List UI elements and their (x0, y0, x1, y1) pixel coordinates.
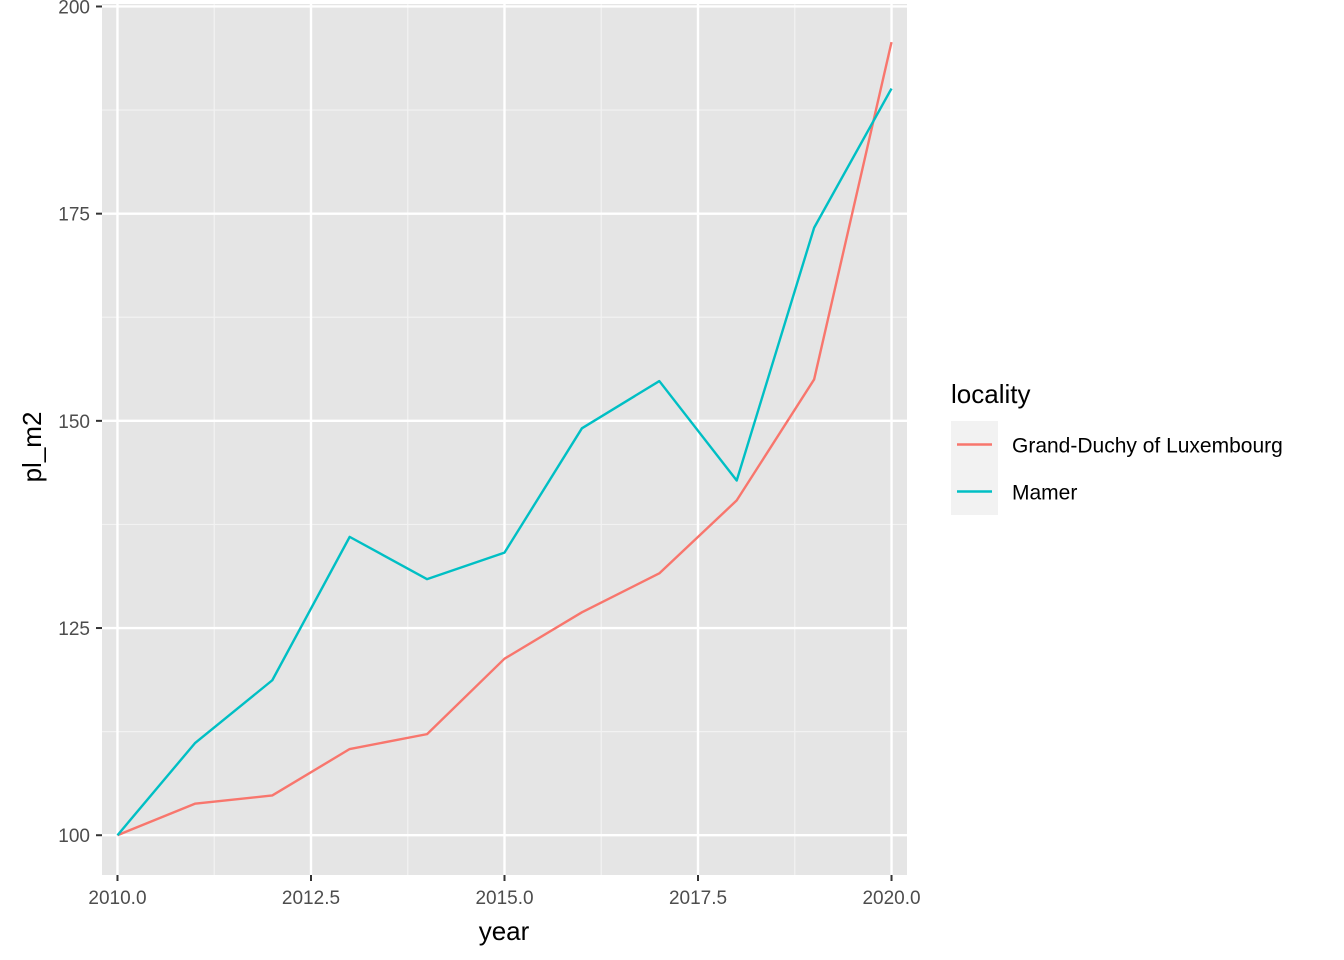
series-lines (116, 41, 893, 837)
y-axis-title: pl_m2 (17, 412, 47, 483)
legend-label-0: Grand-Duchy of Luxembourg (1012, 435, 1283, 458)
y-tick-label: 150 (58, 412, 90, 433)
x-tick-label: 2020.0 (862, 888, 920, 909)
series-line-1 (116, 87, 893, 836)
legend: locality Grand-Duchy of Luxembourg Mamer (951, 379, 1283, 515)
x-axis-ticks: 2010.0 2012.5 2015.0 2017.5 2020.0 (88, 875, 921, 909)
y-tick-label: 200 (58, 0, 90, 18)
legend-label-1: Mamer (1012, 482, 1077, 505)
x-tick-label: 2012.5 (282, 888, 340, 909)
x-tick-label: 2010.0 (88, 888, 146, 909)
legend-title: locality (951, 379, 1030, 409)
y-tick-label: 175 (58, 205, 90, 226)
x-tick-label: 2015.0 (475, 888, 533, 909)
y-axis-ticks: 100 125 150 175 200 (58, 0, 102, 847)
y-tick-label: 100 (58, 826, 90, 847)
series-line-0 (117, 41, 893, 837)
x-axis-title: year (479, 916, 530, 946)
y-tick-label: 125 (58, 619, 90, 640)
legend-items: Grand-Duchy of Luxembourg Mamer (951, 421, 1283, 515)
major-gridlines (102, 4, 907, 875)
x-tick-label: 2017.5 (669, 888, 727, 909)
